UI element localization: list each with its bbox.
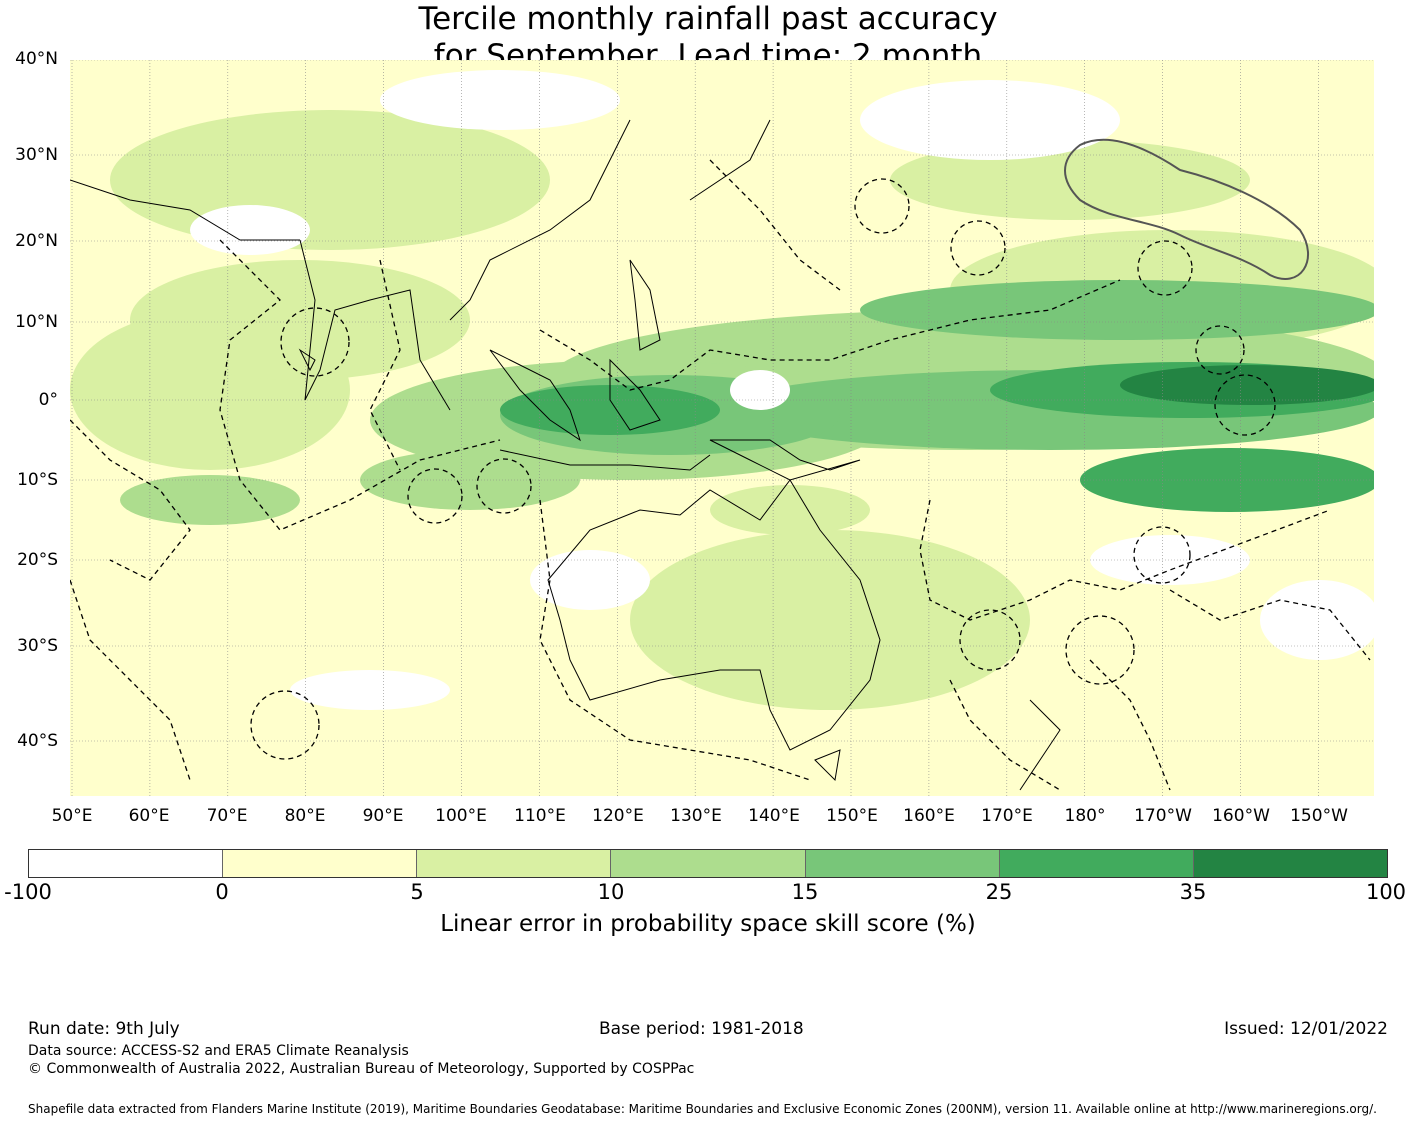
lon-label: 180° — [1064, 806, 1106, 826]
lat-label: 10°S — [17, 470, 58, 490]
coastlines — [70, 119, 1061, 791]
lat-label: 20°S — [17, 550, 58, 570]
lon-label: 150°E — [826, 806, 878, 826]
colorbar-tick: 25 — [985, 880, 1013, 904]
colorbar-label: Linear error in probability space skill … — [440, 911, 976, 937]
run-date: Run date: 9th July — [28, 1019, 180, 1039]
data-source: Data source: ACCESS-S2 and ERA5 Climate … — [28, 1043, 409, 1059]
colorbar-bin — [805, 850, 1000, 877]
lon-label: 150°W — [1290, 806, 1348, 826]
shapefile-credit: Shapefile data extracted from Flanders M… — [28, 1102, 1377, 1116]
colorbar — [28, 849, 1388, 878]
lon-label: 160°W — [1212, 806, 1270, 826]
colorbar-tick: 10 — [597, 880, 625, 904]
lon-label: 170°E — [981, 806, 1033, 826]
skill-pattern — [70, 70, 1374, 710]
graticule — [70, 60, 1374, 796]
colorbar-bin — [999, 850, 1194, 877]
map-canvas — [70, 60, 1374, 796]
lon-label: 110°E — [514, 806, 566, 826]
lat-label: 30°N — [15, 145, 58, 165]
lon-label: 100°E — [435, 806, 487, 826]
colorbar-tick: 0 — [215, 880, 229, 904]
lat-label: 0° — [38, 390, 58, 410]
colorbar-bin — [611, 850, 806, 877]
colorbar-tick: 35 — [1179, 880, 1207, 904]
lon-label: 130°E — [670, 806, 722, 826]
colorbar-bin — [1193, 850, 1387, 877]
skill-score-map — [70, 60, 1374, 796]
lon-label: 50°E — [51, 806, 93, 826]
colorbar-tick: 5 — [410, 880, 424, 904]
issued-date: Issued: 12/01/2022 — [1224, 1019, 1388, 1039]
base-period: Base period: 1981-2018 — [599, 1019, 804, 1039]
lon-label: 70°E — [206, 806, 248, 826]
outlined-region — [1064, 138, 1310, 280]
lat-label: 40°N — [15, 49, 58, 69]
lon-label: 80°E — [284, 806, 326, 826]
colorbar-tick: 15 — [791, 880, 819, 904]
colorbar-tick: -100 — [4, 880, 52, 904]
copyright: © Commonwealth of Australia 2022, Austra… — [28, 1061, 695, 1077]
lon-label: 120°E — [592, 806, 644, 826]
lon-label: 160°E — [903, 806, 955, 826]
colorbar-tick: 100 — [1365, 880, 1407, 904]
lat-label: 40°S — [17, 731, 58, 751]
colorbar-bin — [417, 850, 612, 877]
lon-label: 170°W — [1134, 806, 1192, 826]
lat-label: 20°N — [15, 231, 58, 251]
lon-label: 140°E — [748, 806, 800, 826]
colorbar-bin — [29, 850, 224, 877]
lon-label: 60°E — [128, 806, 170, 826]
lon-label: 90°E — [362, 806, 404, 826]
colorbar-bin — [223, 850, 418, 877]
lat-label: 10°N — [15, 312, 58, 332]
map-title-line1: Tercile monthly rainfall past accuracy — [418, 1, 998, 37]
lat-label: 30°S — [17, 636, 58, 656]
eez-boundaries — [70, 159, 1371, 791]
